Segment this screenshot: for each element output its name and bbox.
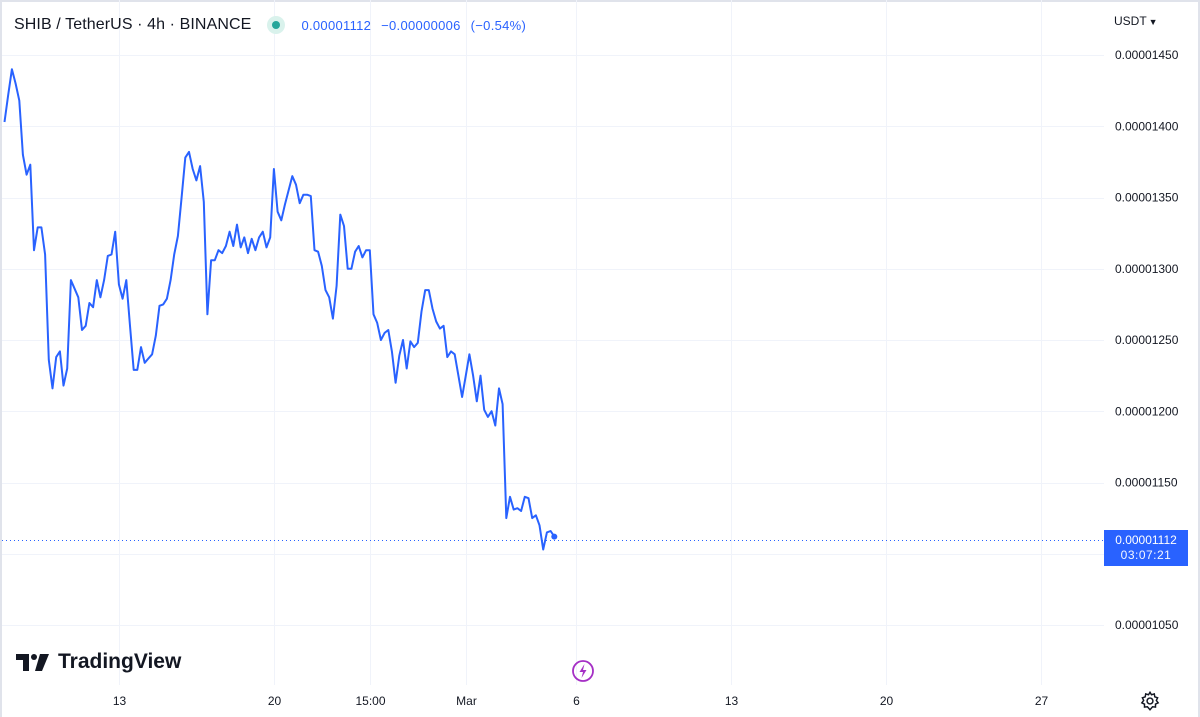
- y-tick-label: 0.00001200: [1115, 404, 1179, 418]
- x-tick-label: 13: [113, 694, 127, 708]
- price-change-percent: (−0.54%): [470, 17, 527, 33]
- last-price-value: 0.00001112: [301, 17, 372, 33]
- price-axis[interactable]: 0.00001450 0.00001400 0.00001350 0.00001300…: [1115, 48, 1179, 632]
- y-tick-label: 0.00001400: [1115, 119, 1179, 133]
- chart-header: SHIB / TetherUS · 4h · BINANCE 0.0000111…: [14, 14, 532, 36]
- series-line: [3, 68, 556, 551]
- price-series: [3, 68, 558, 551]
- last-price-tag: 0.00001112 03:07:21: [1104, 530, 1188, 566]
- symbol-title[interactable]: SHIB / TetherUS · 4h · BINANCE: [14, 16, 252, 33]
- y-tick-label: 0.00001050: [1115, 618, 1179, 632]
- x-tick-label: 27: [1035, 694, 1049, 708]
- lightning-icon[interactable]: [571, 659, 595, 683]
- x-tick-label: 15:00: [355, 694, 385, 708]
- x-tick-label: Mar: [456, 694, 477, 708]
- price-readout: 0.00001112 −0.00000006 (−0.54%): [301, 18, 532, 33]
- x-tick-label: 13: [725, 694, 739, 708]
- chart-grid: [2, 0, 1104, 685]
- y-tick-label: 0.00001150: [1115, 476, 1178, 490]
- y-tick-label: 0.00001250: [1115, 333, 1179, 347]
- time-axis[interactable]: 13 20 15:00 Mar 6 13 20 27: [113, 694, 1049, 708]
- x-tick-label: 20: [880, 694, 894, 708]
- chevron-down-icon: ▼: [1148, 17, 1158, 27]
- market-status-icon: [267, 16, 286, 34]
- x-tick-label: 20: [268, 694, 282, 708]
- currency-label: USDT: [1114, 14, 1147, 28]
- y-tick-label: 0.00001350: [1115, 191, 1179, 205]
- last-point-marker: [551, 533, 558, 540]
- y-tick-label: 0.00001300: [1115, 262, 1179, 276]
- tradingview-logo-text: TradingView: [58, 650, 182, 673]
- tradingview-logo-icon: [16, 654, 49, 671]
- tradingview-logo[interactable]: TradingView: [16, 650, 181, 674]
- y-tick-label: 0.00001450: [1115, 48, 1179, 62]
- price-change-value: −0.00000006: [381, 17, 461, 33]
- gear-icon[interactable]: [1139, 690, 1161, 712]
- last-price-tag-value: 0.00001112: [1115, 533, 1177, 547]
- bar-countdown: 03:07:21: [1120, 548, 1172, 562]
- x-tick-label: 6: [573, 694, 580, 708]
- currency-selector[interactable]: USDT ▼: [1114, 14, 1158, 28]
